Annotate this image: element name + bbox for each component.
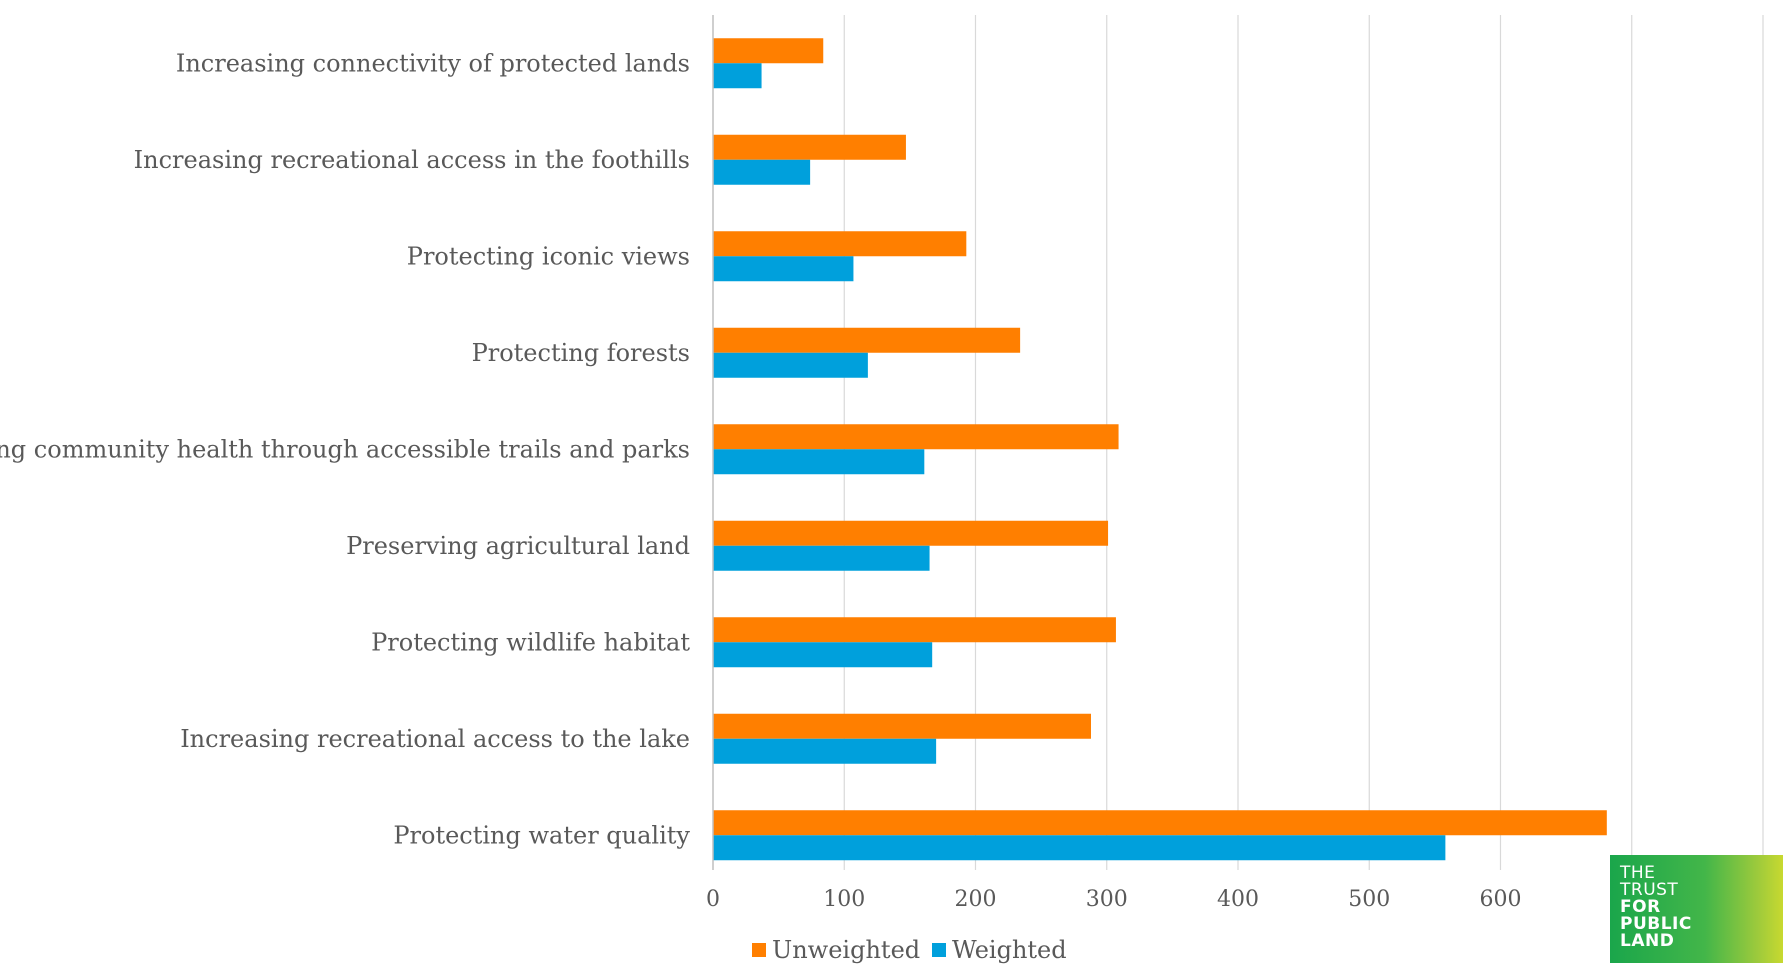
logo-line-the: THE bbox=[1620, 863, 1656, 883]
category-label: Increasing recreational access to the la… bbox=[180, 725, 690, 753]
bar-unweighted bbox=[713, 520, 1109, 546]
x-tick-label: 0 bbox=[706, 887, 720, 912]
category-label: Promoting community health through acces… bbox=[0, 435, 690, 463]
bar-unweighted bbox=[713, 231, 967, 257]
bar-unweighted bbox=[713, 713, 1091, 739]
category-label: Preserving agricultural land bbox=[346, 532, 690, 560]
bar-unweighted bbox=[713, 617, 1116, 643]
category-label: Increasing recreational access in the fo… bbox=[134, 146, 690, 174]
bars bbox=[713, 38, 1607, 861]
bar-unweighted bbox=[713, 810, 1607, 836]
category-label: Protecting water quality bbox=[393, 821, 690, 849]
x-tick-label: 300 bbox=[1086, 887, 1128, 912]
bar-weighted bbox=[713, 63, 762, 89]
bar-weighted bbox=[713, 642, 933, 668]
logo-line-trust: TRUST bbox=[1620, 880, 1679, 900]
bar-unweighted bbox=[713, 134, 906, 160]
legend-label-unweighted: Unweighted bbox=[772, 936, 920, 964]
category-label: Protecting wildlife habitat bbox=[371, 628, 690, 656]
category-label: Protecting forests bbox=[472, 339, 690, 367]
bar-weighted bbox=[713, 835, 1446, 861]
logo-line-public: PUBLIC bbox=[1620, 914, 1692, 934]
category-label: Increasing connectivity of protected lan… bbox=[176, 49, 690, 77]
bar-weighted bbox=[713, 256, 854, 282]
bar-weighted bbox=[713, 159, 811, 185]
bar-weighted bbox=[713, 545, 930, 571]
category-labels: Increasing connectivity of protected lan… bbox=[0, 49, 690, 849]
bar-weighted bbox=[713, 352, 868, 378]
x-tick-label: 400 bbox=[1217, 887, 1259, 912]
legend-label-weighted: Weighted bbox=[952, 936, 1067, 964]
trust-for-public-land-logo: THE TRUST FOR PUBLIC LAND bbox=[1610, 855, 1783, 963]
x-tick-label: 600 bbox=[1480, 887, 1522, 912]
bar-unweighted bbox=[713, 38, 824, 64]
legend-swatch-weighted bbox=[932, 943, 946, 957]
logo-line-land: LAND bbox=[1620, 931, 1675, 951]
bar-unweighted bbox=[713, 327, 1021, 353]
x-tick-label: 200 bbox=[955, 887, 997, 912]
x-tick-label: 100 bbox=[823, 887, 865, 912]
bar-weighted bbox=[713, 738, 937, 764]
bar-weighted bbox=[713, 449, 925, 475]
legend: Unweighted Weighted bbox=[752, 936, 1067, 964]
category-label: Protecting iconic views bbox=[407, 242, 690, 270]
logo-line-for: FOR bbox=[1620, 897, 1661, 917]
x-tick-label: 500 bbox=[1348, 887, 1390, 912]
bar-unweighted bbox=[713, 424, 1119, 450]
legend-swatch-unweighted bbox=[752, 943, 766, 957]
